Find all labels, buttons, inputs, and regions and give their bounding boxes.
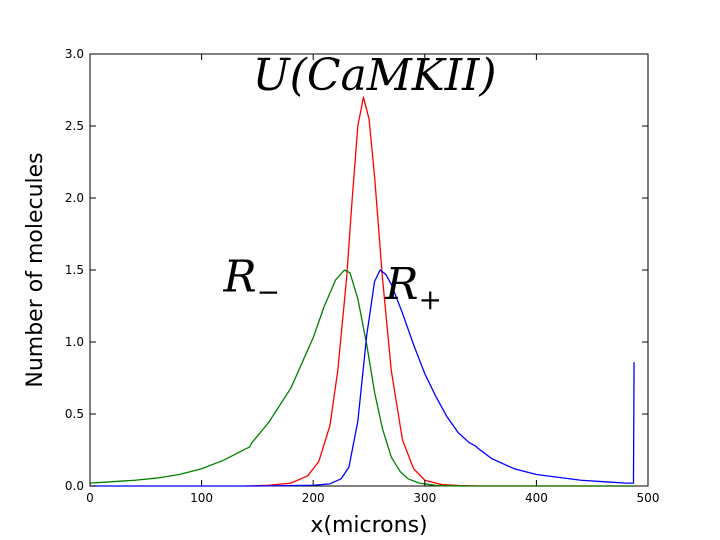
series-line-2 bbox=[90, 269, 635, 487]
y-tick-label: 1.0 bbox=[65, 335, 84, 349]
y-tick-label: 3.0 bbox=[65, 47, 84, 61]
annotation-layer: U(CaMKII)R− R+ bbox=[223, 50, 497, 316]
x-tick-label: 400 bbox=[525, 491, 548, 505]
annotation-1: R− bbox=[223, 252, 281, 309]
tick-layer: 0 100 200 300 400 500 0.0 0.5 1.0 1.5 2.0 2.5 3.0 bbox=[65, 47, 660, 505]
x-axis-title: x(microns) bbox=[310, 513, 427, 538]
x-tick-label: 200 bbox=[302, 491, 325, 505]
series-line-1 bbox=[89, 269, 634, 487]
y-tick-label: 2.5 bbox=[65, 119, 84, 133]
x-tick-label: 100 bbox=[190, 491, 213, 505]
annotation-subscript: + bbox=[418, 283, 441, 316]
plot-area bbox=[89, 53, 649, 487]
annotation-0: U(CaMKII) bbox=[253, 50, 497, 101]
x-tick-label: 300 bbox=[413, 491, 436, 505]
y-axis-title: Number of molecules bbox=[23, 152, 48, 387]
y-tick-label: 1.5 bbox=[65, 263, 84, 277]
y-tick-label: 0.5 bbox=[65, 407, 84, 421]
annotation-subscript: − bbox=[257, 276, 280, 309]
x-tick-label: 500 bbox=[637, 491, 660, 505]
x-tick-label: 0 bbox=[86, 491, 94, 505]
series-layer bbox=[89, 96, 635, 487]
y-tick-label: 0.0 bbox=[65, 479, 84, 493]
series-line-0 bbox=[246, 96, 634, 487]
y-tick-label: 2.0 bbox=[65, 191, 84, 205]
